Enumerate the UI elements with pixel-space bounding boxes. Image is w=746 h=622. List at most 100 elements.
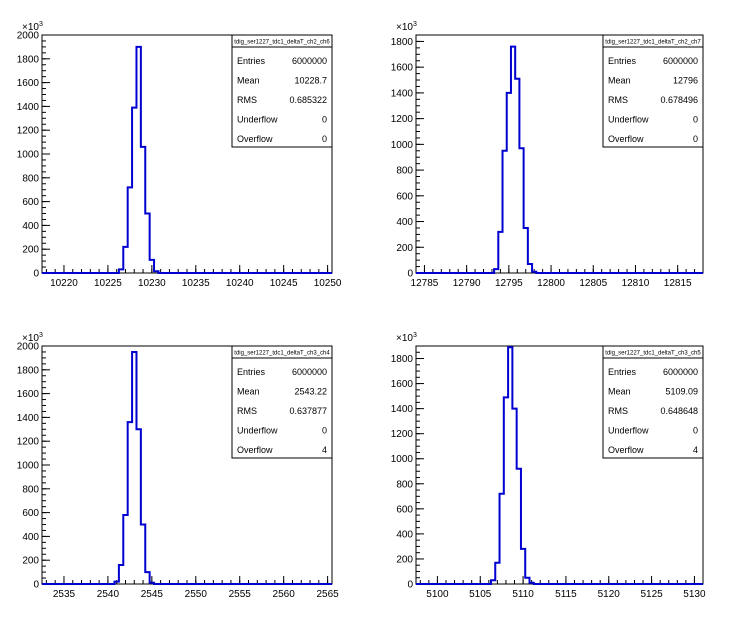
stats-box: tdig_ser1227_tdc1_deltaT_ch2_ch6 Entries 6… xyxy=(231,34,333,148)
stats-value: 0 xyxy=(693,115,698,125)
stats-label: Underflow xyxy=(608,115,649,125)
y-multiplier-label: ×103 xyxy=(396,332,417,344)
stats-value: 10228.7 xyxy=(294,76,327,86)
histogram-bin xyxy=(525,578,529,584)
histogram-bin xyxy=(136,47,140,273)
stats-label: RMS xyxy=(237,406,257,416)
stats-value: 5109.09 xyxy=(665,387,698,397)
stats-box: tdig_ser1227_tdc1_deltaT_ch3_ch5 Entries 6… xyxy=(602,345,704,459)
y-tick-label: 200 xyxy=(396,554,413,565)
stats-value: 6000000 xyxy=(292,367,327,377)
x-tick-label: 2565 xyxy=(316,589,339,600)
x-tick-label: 10240 xyxy=(226,278,254,289)
stats-value: 6000000 xyxy=(292,56,327,66)
histogram-bin xyxy=(115,582,119,584)
x-tick-label: 5115 xyxy=(555,589,577,600)
y-tick-label: 1600 xyxy=(391,379,414,390)
x-tick-label: 2550 xyxy=(185,589,208,600)
histogram-bin xyxy=(154,271,158,273)
x-tick-label: 2540 xyxy=(97,589,120,600)
stats-label: Underflow xyxy=(237,115,278,125)
stats-value: 6000000 xyxy=(663,367,698,377)
stats-label: Overflow xyxy=(237,134,273,144)
y-tick-label: 600 xyxy=(396,504,413,515)
y-tick-label: 600 xyxy=(22,197,39,208)
stats-box: tdig_ser1227_tdc1_deltaT_ch3_ch4 Entries 6… xyxy=(231,345,333,459)
histogram-bin xyxy=(119,565,123,584)
x-tick-label: 10225 xyxy=(94,278,122,289)
stats-value: 6000000 xyxy=(663,56,698,66)
stats-box-frame xyxy=(602,345,704,459)
x-tick-label: 10220 xyxy=(50,278,78,289)
histogram-bin xyxy=(128,422,132,584)
y-tick-label: 200 xyxy=(396,243,413,254)
stats-label: Overflow xyxy=(608,445,644,455)
stats-value: 0 xyxy=(322,115,327,125)
stats-value: 12796 xyxy=(673,76,698,86)
histogram-bin xyxy=(141,525,145,585)
stats-label: Mean xyxy=(608,76,631,86)
histogram-bin xyxy=(123,515,127,584)
y-multiplier-exponent: 3 xyxy=(413,21,417,28)
histogram-bin xyxy=(507,93,511,273)
histogram-bin xyxy=(512,409,516,584)
x-tick-label: 2545 xyxy=(141,589,164,600)
histogram-bin xyxy=(141,147,145,273)
y-tick-label: 1200 xyxy=(391,114,414,125)
x-tick-label: 12810 xyxy=(622,278,650,289)
stats-box-title: tdig_ser1227_tdc1_deltaT_ch2_ch6 xyxy=(234,40,330,46)
y-tick-label: 2000 xyxy=(17,342,40,353)
histogram-series xyxy=(42,350,332,585)
y-multiplier-label: ×103 xyxy=(396,21,417,33)
stats-label: Mean xyxy=(608,387,631,397)
histogram-bin xyxy=(128,187,132,273)
histogram-bin xyxy=(521,549,525,584)
x-tick-label: 12795 xyxy=(495,278,523,289)
x-tick-label: 5120 xyxy=(598,589,621,600)
y-tick-label: 800 xyxy=(22,173,39,184)
histogram-bin xyxy=(498,232,502,273)
stats-value: 0.637877 xyxy=(289,406,327,416)
histogram-bin xyxy=(119,269,123,273)
y-tick-label: 1400 xyxy=(391,404,414,415)
y-tick-label: 800 xyxy=(396,166,413,177)
y-tick-label: 1000 xyxy=(17,150,40,161)
histogram-bin xyxy=(123,247,127,273)
histogram-bin xyxy=(132,108,136,273)
y-tick-label: 1800 xyxy=(391,37,414,48)
stats-value: 0.678496 xyxy=(660,95,698,105)
stats-label: RMS xyxy=(237,95,257,105)
stats-label: Entries xyxy=(608,56,637,66)
y-tick-label: 0 xyxy=(407,580,413,591)
x-tick-label: 5105 xyxy=(469,589,492,600)
stats-box-frame xyxy=(231,345,333,459)
y-tick-label: 1400 xyxy=(17,413,40,424)
x-tick-label: 12790 xyxy=(453,278,481,289)
stats-label: Underflow xyxy=(608,426,649,436)
x-tick-label: 12805 xyxy=(579,278,607,289)
stats-label: Underflow xyxy=(237,426,278,436)
y-multiplier-exponent: 3 xyxy=(39,21,43,28)
histogram-bin xyxy=(145,572,149,584)
y-multiplier-base: ×10 xyxy=(22,333,39,344)
y-tick-label: 600 xyxy=(396,191,413,202)
stats-box-frame xyxy=(602,34,704,148)
y-tick-label: 0 xyxy=(407,269,413,280)
histogram-bin xyxy=(500,494,504,584)
y-multiplier-label: ×103 xyxy=(22,332,43,344)
x-tick-label: 10230 xyxy=(138,278,166,289)
histogram-bin xyxy=(503,151,507,273)
histogram-panel-3: 2535 2540 2545 2550 2555 2560 2565 0 200 400 600 80… xyxy=(17,332,339,600)
y-multiplier-label: ×103 xyxy=(22,21,43,33)
stats-value: 0 xyxy=(693,426,698,436)
y-tick-label: 1600 xyxy=(17,389,40,400)
stats-label: Mean xyxy=(237,387,260,397)
histogram-bin xyxy=(495,563,499,584)
x-tick-label: 2560 xyxy=(273,589,296,600)
y-tick-label: 1400 xyxy=(391,88,414,99)
histogram-bin xyxy=(515,79,519,273)
stats-label: Overflow xyxy=(608,134,644,144)
histogram-bin xyxy=(494,269,498,273)
histogram-bin xyxy=(511,47,515,273)
x-tick-label: 10245 xyxy=(270,278,298,289)
